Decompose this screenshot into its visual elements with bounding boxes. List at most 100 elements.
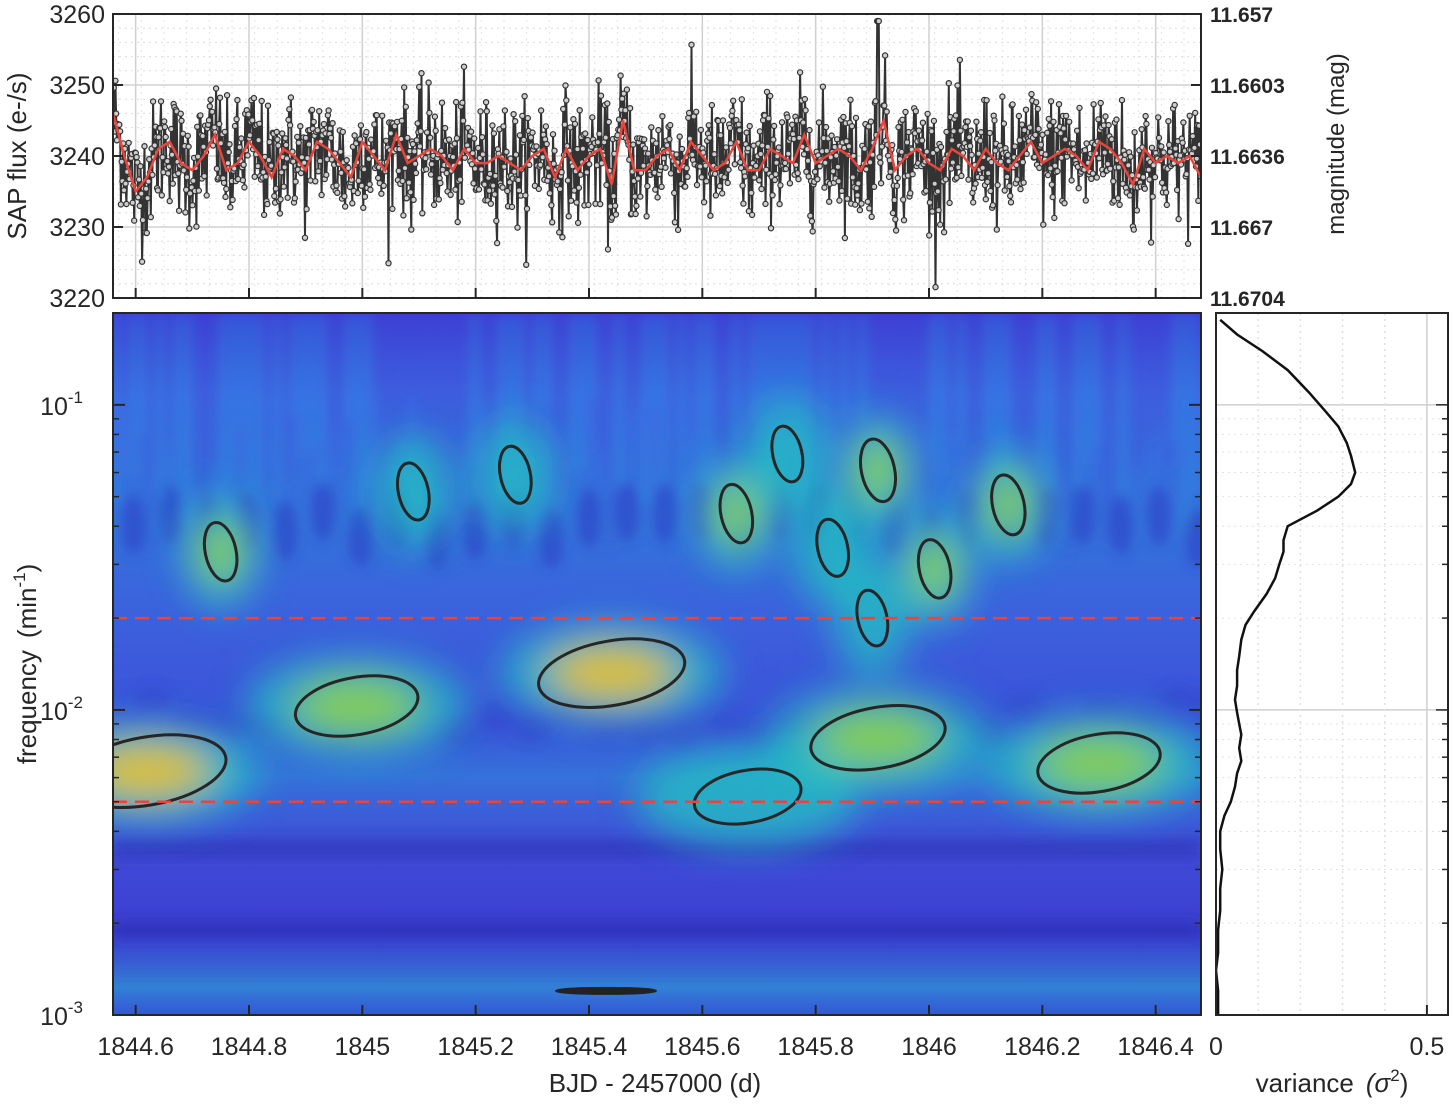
xtick-label: 1845.6 [664, 1033, 740, 1061]
power-halo [476, 417, 554, 532]
fringe-streak [257, 313, 261, 503]
flux-point [604, 246, 612, 253]
flux-point [730, 97, 737, 105]
flux-point [771, 176, 779, 184]
flux-point [765, 115, 772, 122]
flux-point [276, 210, 284, 217]
flux-point [389, 205, 396, 213]
flux-point [735, 121, 742, 128]
flux-point [208, 108, 216, 116]
flux-point [216, 94, 224, 101]
fringe-streak [419, 313, 423, 437]
flux-point [1093, 174, 1101, 181]
fringe-streak [248, 313, 252, 493]
flux-point [460, 117, 467, 124]
spectrum-xlabel: BJD - 2457000 (d) [549, 1068, 761, 1098]
flux-point [782, 165, 790, 173]
flux-point [325, 107, 332, 114]
flux-point [926, 232, 933, 239]
flux-point [471, 135, 478, 142]
flux-point [847, 96, 854, 104]
flux-point [449, 153, 457, 161]
flux-point [673, 151, 680, 158]
ytick-label: 3250 [49, 72, 105, 100]
flux-point [189, 201, 196, 209]
flux-point [281, 164, 288, 171]
flux-point [225, 148, 232, 156]
flux-point [1036, 164, 1043, 172]
flux-point [1095, 116, 1102, 123]
flux-point [314, 127, 321, 134]
fringe-streak [275, 313, 279, 495]
fringe-streak [734, 313, 738, 441]
flux-point [978, 174, 986, 181]
flux-point [721, 174, 728, 181]
fringe-streak [626, 313, 630, 421]
flux-point [737, 159, 744, 166]
flux-point [280, 183, 287, 190]
flux-point [285, 116, 292, 124]
flux-point [554, 178, 561, 185]
flux-point [966, 133, 973, 141]
flux-point [1184, 240, 1192, 247]
flux-point [1113, 116, 1120, 123]
flux-point [418, 69, 425, 77]
flux-point [178, 117, 185, 125]
flux-point [767, 92, 774, 100]
xtick-label: 1844.8 [211, 1033, 287, 1061]
flux-point [360, 165, 368, 173]
fringe-streak [212, 313, 216, 463]
flux-point [519, 112, 526, 120]
variance-xlabel-text: variance [1256, 1068, 1354, 1098]
fringe-dip [311, 481, 335, 542]
xtick-label: 1845.2 [437, 1033, 513, 1061]
flux-point [887, 168, 894, 175]
flux-point [438, 147, 445, 155]
flux-point [841, 234, 849, 242]
fringe-streak [788, 313, 792, 422]
flux-point [654, 194, 661, 201]
flux-point [1023, 150, 1030, 158]
fringe-streak [959, 313, 963, 448]
fringe-streak [437, 313, 441, 487]
flux-point [425, 79, 432, 86]
significance-contour [718, 482, 755, 545]
flux-point [292, 178, 299, 185]
flux-point [520, 136, 528, 144]
flux-point [339, 128, 346, 136]
fringe-streak [1040, 313, 1044, 466]
fringe-streak [617, 313, 621, 485]
fringe-dip [273, 501, 297, 562]
flux-point [683, 165, 690, 172]
flux-point [770, 122, 778, 130]
flux-point [1061, 199, 1068, 207]
flux-point [155, 134, 162, 141]
flux-point [1046, 122, 1053, 130]
fringe-streak [284, 313, 288, 485]
flux-point [855, 180, 862, 187]
flux-point [772, 171, 779, 178]
flux-point [185, 143, 192, 150]
flux-point [367, 136, 375, 143]
flux-point [878, 143, 886, 150]
flux-point [564, 177, 572, 184]
flux-point [452, 98, 460, 106]
flux-point [752, 162, 760, 170]
flux-point [1034, 105, 1042, 113]
flux-point [975, 150, 982, 157]
flux-point [305, 141, 313, 148]
spectrum-ylabel-unit-sup: -1 [10, 572, 29, 587]
flux-point [671, 189, 678, 197]
flux-point [838, 187, 846, 195]
flux-point [802, 107, 809, 114]
flux-point [423, 129, 431, 136]
flux-point [537, 161, 544, 169]
flux-point [875, 17, 883, 25]
fringe-dip [512, 713, 552, 742]
flux-point [558, 169, 565, 176]
significance-contour [815, 517, 851, 578]
flux-point [843, 137, 850, 145]
flux-point [952, 112, 960, 119]
fringe-dip [159, 483, 183, 544]
